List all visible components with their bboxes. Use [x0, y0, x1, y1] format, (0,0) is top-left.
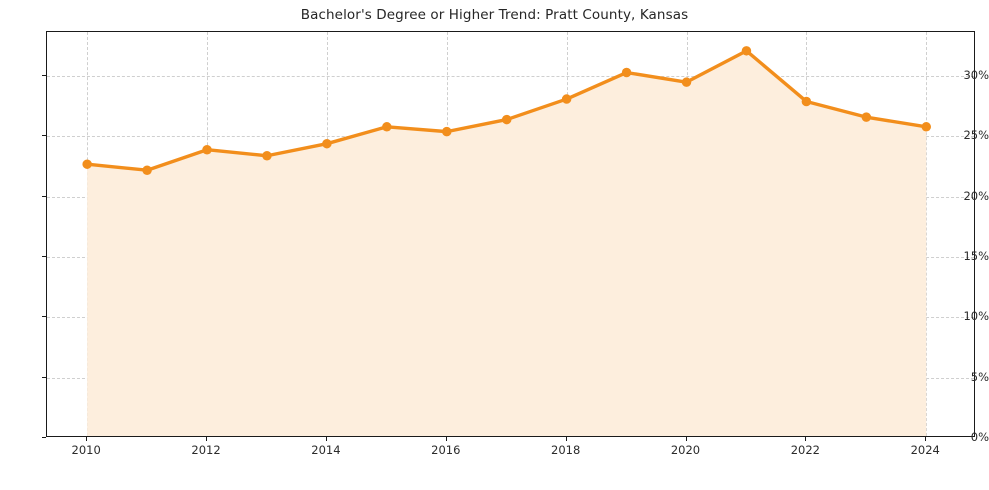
x-axis-tick-mark: [325, 437, 327, 441]
y-axis-tick-mark: [42, 135, 46, 137]
x-axis-tick-mark: [565, 437, 567, 441]
gridline-horizontal: [47, 76, 974, 78]
y-axis-tick-label: 15%: [963, 249, 989, 264]
data-point-marker: [741, 46, 752, 56]
y-axis-tick-mark: [42, 195, 46, 197]
series-area-line: [82, 46, 931, 436]
plot-area: [46, 31, 975, 437]
data-point-markers: [82, 46, 931, 175]
y-axis-tick-label: 30%: [963, 68, 989, 83]
data-point-marker: [262, 151, 272, 161]
data-point-marker: [202, 144, 212, 155]
x-axis-tick-mark: [925, 437, 927, 441]
gridline-vertical: [926, 32, 928, 436]
x-axis-tick-mark: [805, 437, 807, 441]
chart-title: Bachelor's Degree or Higher Trend: Pratt…: [300, 7, 689, 23]
data-point-marker: [82, 159, 92, 169]
x-axis-tick-label: 2012: [191, 443, 221, 457]
x-axis-tick-mark: [206, 437, 208, 441]
data-point-marker: [921, 122, 931, 132]
x-axis-tick-mark: [685, 437, 687, 441]
area-fill: [87, 50, 927, 436]
x-axis-tick-label: 2020: [670, 443, 701, 457]
data-point-marker: [382, 122, 392, 132]
y-axis-tick-mark: [42, 256, 46, 258]
x-axis-tick-label: 2014: [311, 443, 341, 457]
y-axis-tick-label: 5%: [970, 369, 989, 384]
y-axis-tick-label: 0%: [970, 430, 989, 444]
x-axis-tick-mark: [445, 437, 447, 441]
plot-inner: [47, 32, 974, 436]
x-axis-tick-label: 2022: [790, 443, 821, 457]
y-axis-tick-label: 20%: [963, 188, 989, 203]
y-axis-tick-mark: [42, 75, 46, 77]
data-point-marker: [501, 114, 512, 125]
data-point-marker: [142, 165, 152, 175]
x-axis-tick-label: 2024: [910, 443, 940, 457]
y-axis-tick-mark: [42, 437, 46, 438]
data-point-marker: [561, 94, 572, 104]
y-axis-tick-label: 25%: [963, 128, 989, 143]
x-axis-tick-mark: [86, 437, 88, 441]
y-axis-tick-label: 10%: [963, 309, 989, 324]
x-axis-tick-label: 2010: [71, 443, 101, 457]
data-point-marker: [322, 138, 332, 149]
data-point-marker: [621, 67, 632, 78]
data-point-marker: [681, 77, 692, 87]
data-point-marker: [861, 112, 872, 122]
x-axis-tick-label: 2018: [551, 443, 581, 457]
data-point-marker: [442, 126, 452, 137]
data-point-marker: [801, 96, 812, 107]
y-axis-tick-mark: [42, 316, 46, 318]
y-axis-tick-mark: [42, 376, 46, 378]
x-axis-tick-label: 2016: [431, 443, 461, 457]
